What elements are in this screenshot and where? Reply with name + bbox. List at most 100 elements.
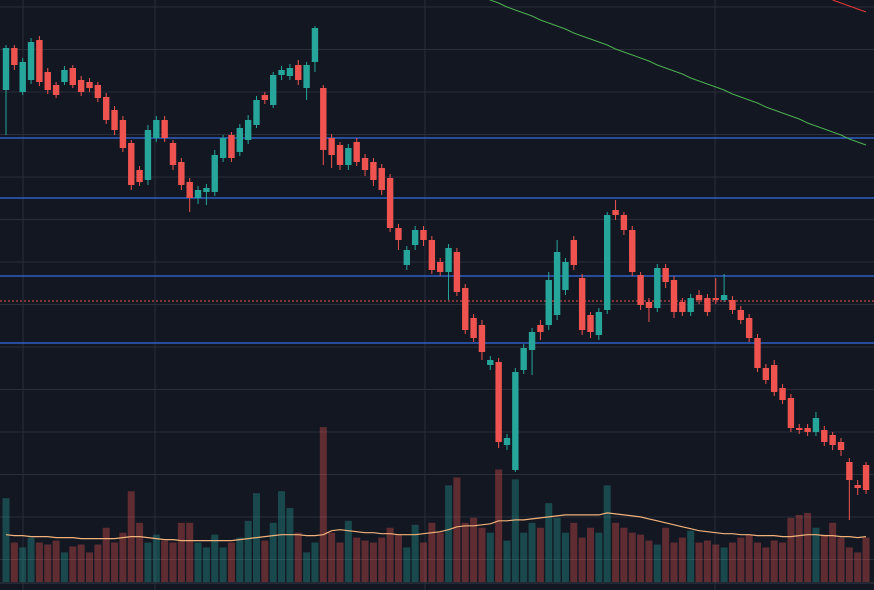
volume-bar: [336, 542, 344, 582]
volume-bar: [152, 534, 160, 582]
volume-bar: [19, 547, 27, 582]
volume-bar: [102, 527, 110, 582]
candle-body: [386, 178, 394, 228]
candle-body: [495, 362, 502, 442]
candle-body: [286, 68, 294, 76]
candle-body: [804, 428, 811, 432]
candle-body: [203, 188, 210, 192]
candle-body: [829, 435, 836, 445]
volume-bar: [628, 532, 636, 582]
candle-body: [61, 70, 68, 82]
volume-bar: [570, 522, 578, 582]
volume-bar: [177, 522, 185, 582]
volume-bar: [578, 537, 586, 582]
candle-body: [645, 302, 653, 308]
candle-body: [11, 48, 18, 65]
volume-bar: [536, 527, 544, 582]
candle-body: [520, 348, 527, 370]
candle-body: [737, 310, 744, 320]
volume-bar: [353, 537, 361, 582]
volume-bar: [294, 532, 302, 582]
candle-body: [77, 80, 85, 92]
moving-average: [488, 0, 867, 146]
volume-bar: [703, 540, 711, 582]
candle-body: [462, 288, 469, 330]
volume-bar: [428, 522, 436, 582]
volume-bar: [528, 522, 536, 582]
volume-bar: [244, 520, 252, 582]
volume-bar: [553, 517, 561, 582]
volume-bar: [119, 532, 127, 582]
volume-bar: [227, 542, 235, 582]
candle-body: [119, 120, 127, 148]
volume-bar: [662, 527, 670, 582]
candle-body: [862, 465, 870, 490]
volume-bar: [754, 542, 761, 582]
candle-body: [69, 68, 76, 85]
volume-bar: [77, 544, 85, 582]
volume-bar: [378, 537, 386, 582]
candle-body: [403, 250, 410, 265]
volume-bar: [52, 540, 60, 582]
volume-bar: [837, 537, 845, 582]
candle-body: [771, 365, 778, 392]
candle-body: [695, 295, 703, 300]
volume-bar: [804, 512, 812, 582]
candle-body: [637, 275, 644, 305]
volume-bar: [60, 552, 68, 582]
candle-body: [411, 230, 419, 245]
volume-bar: [144, 542, 152, 582]
candle-body: [420, 230, 427, 240]
volume-bar: [111, 542, 119, 582]
volume-bar: [403, 547, 411, 582]
volume-bar: [278, 491, 286, 582]
candle-body: [278, 70, 285, 75]
volume-bar: [645, 540, 653, 582]
candle-body: [270, 75, 277, 105]
volume-bar: [328, 532, 336, 582]
volume-bar: [854, 552, 862, 582]
candle-body: [528, 332, 536, 350]
candle-body: [779, 388, 786, 400]
candle-body: [311, 28, 319, 62]
volume-bar: [436, 532, 444, 582]
candle-body: [821, 430, 828, 442]
volume-bar: [762, 547, 770, 582]
candle-body: [128, 143, 135, 185]
candle-body: [553, 252, 561, 315]
volume-bar: [862, 537, 870, 582]
volume-bar: [202, 547, 210, 582]
volume-bar: [303, 552, 311, 582]
volume-bar: [219, 547, 227, 582]
candle-body: [44, 72, 51, 90]
candle-body: [370, 162, 377, 180]
candle-body: [169, 143, 177, 165]
candle-body: [754, 338, 761, 368]
candle-body: [595, 312, 603, 335]
volume-bar: [311, 542, 319, 582]
volume-bar: [186, 522, 194, 582]
candle-body: [236, 128, 243, 152]
volume-bar: [445, 485, 453, 582]
volume-bar: [461, 522, 469, 582]
volume-bar: [712, 544, 720, 582]
candle-body: [136, 170, 143, 182]
volume-bar: [678, 537, 686, 582]
candle-body: [687, 298, 694, 312]
candle-body: [662, 268, 669, 282]
candle-body: [837, 442, 845, 450]
volume-bar: [720, 547, 728, 582]
candle-body: [94, 85, 102, 98]
candle-body: [178, 162, 185, 185]
volume-bar: [561, 532, 569, 582]
candle-body: [545, 280, 552, 325]
volume-bar: [394, 534, 402, 582]
volume-pane: [2, 427, 870, 582]
candle-body: [144, 130, 152, 180]
candle-body: [219, 138, 227, 158]
volume-bar: [812, 527, 820, 582]
candle-body: [153, 120, 160, 138]
volume-ma-line: [5, 512, 867, 542]
candle-body: [253, 100, 260, 125]
